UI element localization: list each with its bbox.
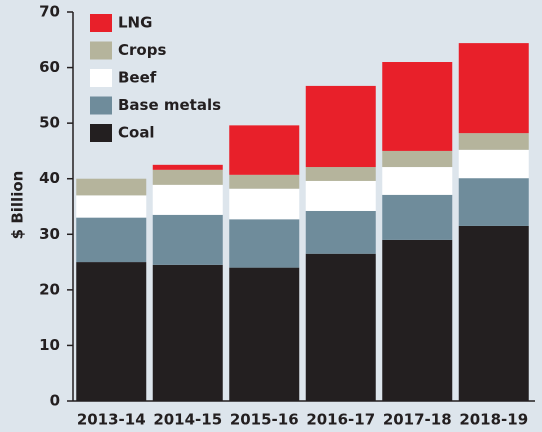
bar-segment (458, 149, 529, 179)
x-tick-label: 2015-16 (230, 411, 299, 429)
bar-segment (305, 167, 376, 181)
y-tick-label: 50 (39, 114, 60, 132)
bar-segment (152, 214, 223, 265)
bar-segment (382, 194, 453, 240)
bar-segment (382, 150, 453, 168)
y-tick-label: 20 (39, 280, 60, 298)
legend-label: Coal (118, 124, 155, 142)
y-axis-label: $ Billion (9, 171, 27, 240)
x-tick-label: 2018-19 (459, 411, 528, 429)
bar-segment (152, 164, 223, 170)
y-tick-label: 60 (39, 58, 60, 76)
bar-segment (382, 167, 453, 195)
y-tick-label: 40 (39, 169, 60, 187)
x-tick-label: 2017-18 (383, 411, 452, 429)
bar-segment (458, 133, 529, 150)
x-tick-label: 2013-14 (77, 411, 146, 429)
bar-segment (458, 225, 529, 401)
bar-segment (152, 169, 223, 185)
legend-swatch (90, 96, 112, 115)
legend-label: Base metals (118, 96, 221, 114)
bar-segment (305, 180, 376, 211)
y-tick-label: 70 (39, 3, 60, 21)
bar-segment (229, 219, 300, 268)
bar-segment (458, 43, 529, 134)
bar-segment (305, 253, 376, 401)
y-tick-label: 30 (39, 225, 60, 243)
legend-swatch (90, 14, 112, 32)
bar-segment (382, 239, 453, 401)
bar-segment (229, 267, 300, 401)
bar-segment (76, 195, 147, 218)
bar-segment (305, 85, 376, 168)
y-tick-label: 0 (50, 392, 60, 410)
bar-segment (229, 125, 300, 175)
legend-label: Crops (118, 41, 166, 59)
legend-label: Beef (118, 69, 157, 87)
bar-segment (76, 262, 147, 401)
bar-segment (305, 210, 376, 254)
x-tick-label: 2014-15 (153, 411, 222, 429)
x-tick-label: 2016-17 (306, 411, 375, 429)
legend-swatch (90, 124, 112, 142)
bar-segment (76, 217, 147, 263)
bar-segment (229, 174, 300, 189)
bar-segment (76, 178, 147, 196)
legend-swatch (90, 69, 112, 87)
y-tick-label: 10 (39, 336, 60, 354)
bar-segment (229, 188, 300, 220)
bar-segment (152, 184, 223, 215)
bar-segment (458, 178, 529, 226)
legend-label: LNG (118, 14, 152, 32)
legend-swatch (90, 41, 112, 60)
bar-segment (382, 62, 453, 151)
bar-segment (152, 264, 223, 401)
